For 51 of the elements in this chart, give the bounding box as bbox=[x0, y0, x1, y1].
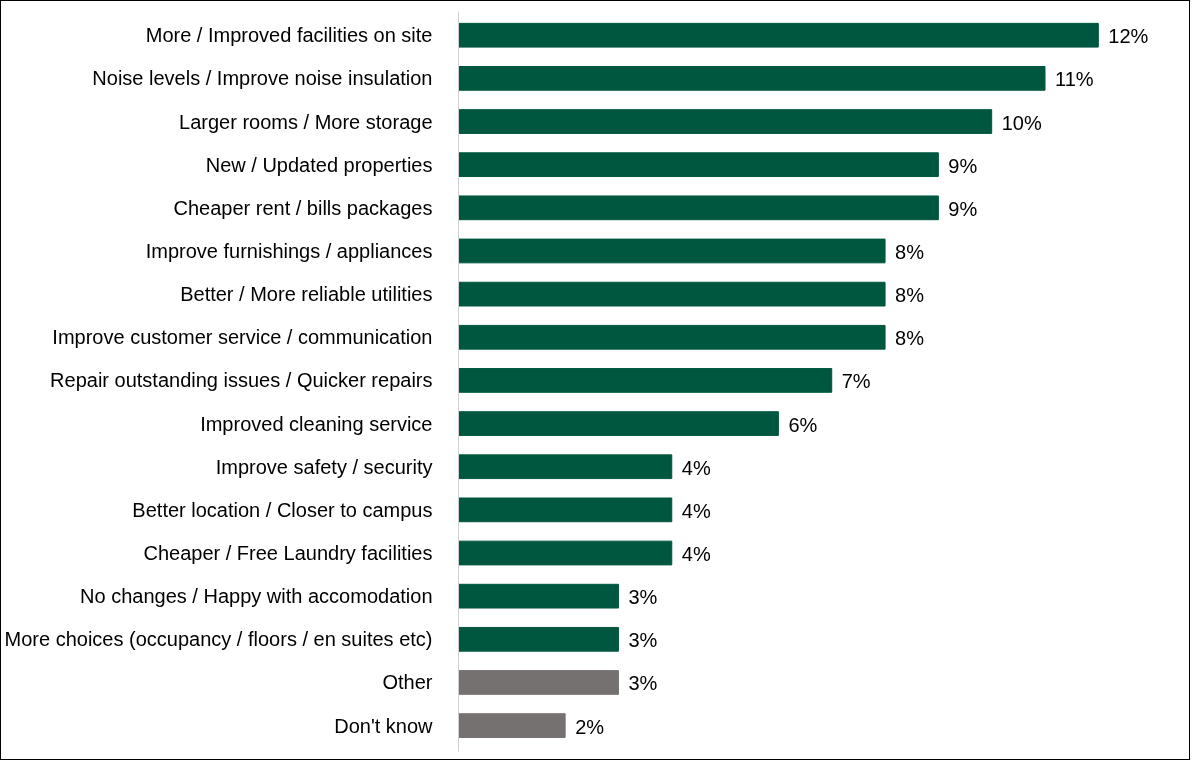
y-tick-label: No changes / Happy with accomodation bbox=[80, 585, 433, 608]
bar bbox=[458, 670, 619, 695]
bar bbox=[458, 281, 886, 307]
y-tick-label: More / Improved facilities on site bbox=[145, 24, 433, 47]
y-tick-label: Repair outstanding issues / Quicker repairs bbox=[50, 369, 433, 392]
data-label: 8% bbox=[895, 284, 925, 307]
y-tick-label: New / Updated properties bbox=[205, 153, 433, 176]
bar bbox=[458, 195, 939, 221]
data-label: 6% bbox=[788, 413, 818, 436]
y-tick-label: Larger rooms / More storage bbox=[179, 110, 433, 133]
y-tick-label: Cheaper rent / bills packages bbox=[173, 196, 433, 219]
data-label: 12% bbox=[1108, 25, 1149, 48]
data-label: 3% bbox=[628, 672, 658, 695]
bar bbox=[458, 66, 1046, 91]
y-tick-label: Other bbox=[382, 671, 433, 694]
bar bbox=[458, 713, 566, 738]
data-label: 3% bbox=[628, 586, 658, 609]
data-label: 8% bbox=[895, 240, 925, 263]
data-label: 3% bbox=[628, 629, 658, 652]
y-tick-label: Better / More reliable utilities bbox=[180, 283, 433, 306]
bar bbox=[458, 109, 993, 134]
y-tick-label: Improve customer service / communication bbox=[52, 326, 433, 349]
bar bbox=[458, 238, 886, 264]
y-tick-label: Cheaper / Free Laundry facilities bbox=[143, 542, 433, 565]
data-label: 11% bbox=[1055, 68, 1094, 91]
bar bbox=[458, 324, 886, 350]
bar bbox=[458, 626, 619, 652]
data-label: 4% bbox=[681, 499, 711, 522]
bar bbox=[458, 583, 619, 609]
y-tick-label: Don't know bbox=[334, 714, 434, 737]
bar bbox=[458, 368, 833, 393]
y-tick-label: Improved cleaning service bbox=[200, 412, 433, 435]
y-tick-label: Better location / Closer to campus bbox=[132, 498, 433, 521]
data-label: 7% bbox=[841, 370, 871, 393]
bar bbox=[458, 497, 673, 523]
data-label: 10% bbox=[1001, 111, 1042, 134]
bar bbox=[458, 540, 673, 566]
bar bbox=[458, 454, 673, 480]
bar bbox=[458, 22, 1099, 48]
data-label: 2% bbox=[575, 715, 605, 738]
data-label: 9% bbox=[948, 154, 978, 177]
data-label: 8% bbox=[895, 327, 925, 350]
data-label: 4% bbox=[681, 543, 711, 566]
y-tick-label: Noise levels / Improve noise insulation bbox=[92, 67, 433, 90]
bar bbox=[458, 411, 779, 436]
data-label: 4% bbox=[681, 456, 711, 479]
bar bbox=[458, 152, 939, 178]
data-label: 9% bbox=[948, 197, 978, 220]
y-tick-label: Improve furnishings / appliances bbox=[145, 239, 433, 262]
y-tick-label: Improve safety / security bbox=[215, 455, 433, 478]
y-tick-label: More choices (occupancy / floors / en suites etc) bbox=[4, 628, 433, 651]
